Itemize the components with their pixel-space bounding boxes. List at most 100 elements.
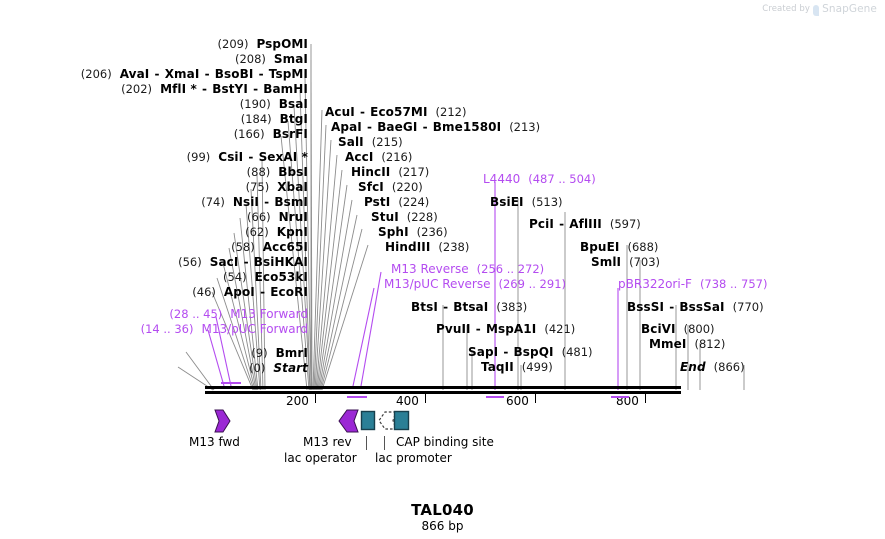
enzyme-label-row: SmlI (703) [591,253,660,269]
enzyme-name[interactable]: BsrFI [272,127,308,141]
enzyme-name[interactable]: SalI [338,135,364,149]
enzyme-name[interactable]: BssSaI [679,300,725,314]
enzyme-position: (238) [438,240,470,254]
enzyme-name[interactable]: BpuEI [580,240,620,254]
enzyme-label-row: MmeI (812) [649,335,725,351]
enzyme-label-row: BssSI - BssSaI (770) [627,300,764,314]
enzyme-name[interactable]: ApoI [223,285,255,299]
enzyme-position: (236) [416,225,448,239]
feature-name[interactable]: M13/pUC Reverse [384,277,491,291]
enzyme-name[interactable]: SphI [378,225,409,239]
enzyme-name[interactable]: Acc65I [262,240,308,254]
sequence-backbone-top [205,386,681,389]
enzyme-name[interactable]: HincII [351,165,391,179]
enzyme-label-row: PvuII - MspA1I (421) [436,322,576,336]
feature-shape-m13-fwd[interactable] [212,408,234,436]
feature-position: (14 .. 36) [140,322,194,336]
enzyme-name[interactable]: KpnI [276,225,308,239]
enzyme-name[interactable]: SfcI [358,180,384,194]
feature-track-label-lac-promoter[interactable]: lac promoter [375,451,452,465]
enzyme-position: (220) [391,180,423,194]
enzyme-name[interactable]: StuI [371,210,399,224]
enzyme-label-row: SfcI (220) [358,178,423,194]
enzyme-name[interactable]: XmaI [164,67,200,81]
enzyme-name[interactable]: BstYI [212,82,248,96]
enzyme-position: (215) [371,135,403,149]
enzyme-name[interactable]: TaqII [481,360,514,374]
enzyme-label-row: SapI - BspQI (481) [468,345,593,359]
feature-extent-m13-forward [221,382,241,384]
enzyme-name[interactable]: Bme1580I [432,120,502,134]
enzyme-name[interactable]: EcoRI [270,285,308,299]
feature-track-label-m13-rev[interactable]: M13 rev [303,435,352,449]
feature-track-label-m13-fwd[interactable]: M13 fwd [189,435,240,449]
enzyme-name[interactable]: SacI [209,255,239,269]
enzyme-name[interactable]: AcuI [325,105,355,119]
enzyme-name[interactable]: BaeGI [377,120,418,134]
feature-track-label-cap-binding-site[interactable]: CAP binding site [396,435,494,449]
feature-name[interactable]: pBR322ori-F [618,277,692,291]
enzyme-name[interactable]: BsiHKAI [253,255,308,269]
enzyme-name[interactable]: SmlI [591,255,622,269]
feature-label-row: M13 Reverse (256 .. 272) [391,260,544,276]
enzyme-label-row: PciI - AflIII (597) [529,217,641,231]
enzyme-name[interactable]: SexAI * [258,150,308,164]
enzyme-name[interactable]: SmaI [273,52,308,66]
enzyme-label-row: SphI (236) [378,223,448,239]
enzyme-name[interactable]: XbaI [277,180,308,194]
enzyme-name[interactable]: ApaI [331,120,362,134]
feature-name[interactable]: M13/pUC Forward [201,322,308,336]
enzyme-name[interactable]: Eco57MI [370,105,428,119]
enzyme-name[interactable]: PstI [364,195,391,209]
feature-shape-m13-rev[interactable] [338,408,362,436]
end-marker-label[interactable]: End [680,360,706,374]
enzyme-name[interactable]: BssSI [627,300,665,314]
enzyme-name[interactable]: AflIII [569,217,602,231]
enzyme-name[interactable]: BamHI [263,82,308,96]
feature-name[interactable]: L4440 [483,172,521,186]
enzyme-name[interactable]: SapI [468,345,499,359]
enzyme-name[interactable]: BciVI [641,322,676,336]
enzyme-name[interactable]: BspQI [513,345,554,359]
feature-track-label-lac-operator[interactable]: lac operator [284,451,357,465]
enzyme-name[interactable]: MmeI [649,337,687,351]
enzyme-position: (74) [201,195,225,209]
feature-label-row: L4440 (487 .. 504) [483,170,596,186]
enzyme-name[interactable]: BtsI [411,300,438,314]
enzyme-label-row: (206) AvaI - XmaI - BsoBI - TspMI [80,67,308,81]
enzyme-name[interactable]: BsaI [278,97,308,111]
enzyme-name[interactable]: NsiI [232,195,259,209]
enzyme-name[interactable]: PspOMI [256,37,308,51]
start-marker-label[interactable]: Start [273,361,308,375]
sequence-length-label: 866 bp [421,519,464,533]
enzyme-label-row: (190) BsaI [240,95,308,111]
feature-shape-lac-operator[interactable] [360,410,376,434]
enzyme-name[interactable]: NruI [278,210,308,224]
enzyme-name[interactable]: BsmI [274,195,308,209]
enzyme-name[interactable]: PvuII [436,322,471,336]
feature-shape-lac-promoter[interactable] [378,410,400,434]
enzyme-name[interactable]: BbsI [278,165,308,179]
enzyme-name[interactable]: CsiI [218,150,244,164]
enzyme-name[interactable]: BtgI [279,112,308,126]
ruler-tick [535,394,537,403]
ruler-tick [315,394,317,403]
enzyme-name[interactable]: BsoBI [214,67,254,81]
enzyme-name[interactable]: AccI [345,150,374,164]
enzyme-name[interactable]: Eco53kI [254,270,308,284]
enzyme-name[interactable]: HindIII [385,240,431,254]
feature-shape-cap-binding-site[interactable] [393,410,411,434]
feature-name[interactable]: M13 Forward [230,307,308,321]
enzyme-name[interactable]: BtsaI [453,300,489,314]
enzyme-name[interactable]: AvaI [119,67,150,81]
enzyme-name[interactable]: MspA1I [485,322,537,336]
enzyme-name[interactable]: PciI [529,217,554,231]
feature-label-stem [366,436,367,450]
enzyme-name[interactable]: TspMI [268,67,308,81]
enzyme-name[interactable]: MflI * [160,82,197,96]
feature-name[interactable]: M13 Reverse [391,262,469,276]
feature-position: (487 .. 504) [528,172,596,186]
feature-position: (269 .. 291) [498,277,567,291]
enzyme-name[interactable]: BsiEI [490,195,524,209]
enzyme-name[interactable]: BmrI [275,346,308,360]
